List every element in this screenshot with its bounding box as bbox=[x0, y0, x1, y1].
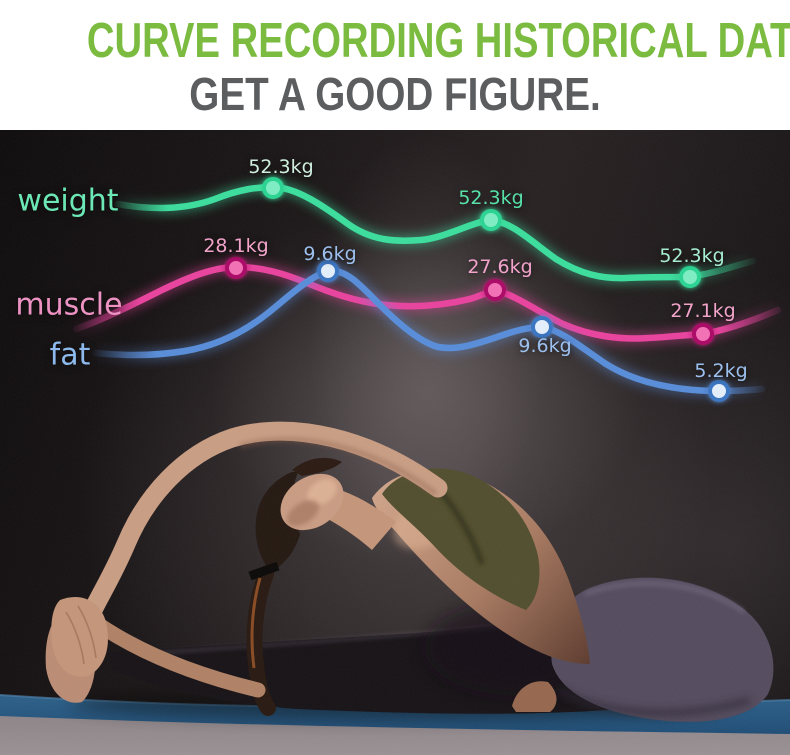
muscle-point-1 bbox=[225, 257, 247, 279]
muscle-point-2 bbox=[484, 279, 506, 301]
fat-point-3 bbox=[708, 380, 730, 402]
weight-curve bbox=[114, 180, 757, 285]
muscle-value-label-1: 28.1kg bbox=[203, 235, 269, 257]
fat-value-label-3: 5.2kg bbox=[694, 360, 748, 382]
weight-point-3 bbox=[679, 266, 701, 288]
muscle-point-3 bbox=[692, 323, 714, 345]
muscle-value-label-3: 27.1kg bbox=[670, 300, 736, 322]
header: CURVE RECORDING HISTORICAL DATA GET A GO… bbox=[0, 0, 790, 130]
muscle-curve bbox=[72, 260, 782, 345]
fat-value-label-1: 9.6kg bbox=[303, 243, 357, 265]
weight-value-label-3: 52.3kg bbox=[659, 245, 725, 267]
photo-scene bbox=[0, 130, 790, 755]
fat-value-label-2: 9.6kg bbox=[518, 335, 572, 357]
page-title: CURVE RECORDING HISTORICAL DATA bbox=[86, 14, 790, 68]
fat-point-2 bbox=[531, 316, 553, 338]
weight-point-1 bbox=[262, 177, 284, 199]
fat-point-1 bbox=[317, 260, 339, 282]
series-label-weight: weight bbox=[17, 183, 119, 219]
page-subtitle: GET A GOOD FIGURE. bbox=[189, 68, 601, 120]
history-curves-chart bbox=[72, 177, 782, 402]
weight-points bbox=[262, 177, 701, 288]
fat-curve bbox=[92, 264, 766, 398]
muscle-points bbox=[225, 257, 714, 345]
series-label-fat: fat bbox=[49, 337, 91, 373]
muscle-value-label-2: 27.6kg bbox=[467, 256, 533, 278]
series-label-muscle: muscle bbox=[15, 287, 123, 323]
weight-value-label-2: 52.3kg bbox=[458, 187, 524, 209]
weight-value-label-1: 52.3kg bbox=[248, 156, 314, 178]
fat-points bbox=[317, 260, 730, 402]
weight-point-2 bbox=[480, 209, 502, 231]
